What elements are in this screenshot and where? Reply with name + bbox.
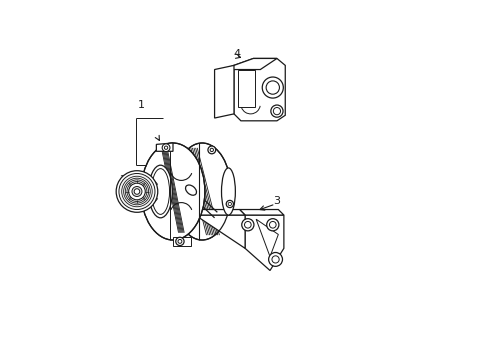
Circle shape bbox=[266, 219, 278, 231]
Circle shape bbox=[132, 186, 142, 197]
Circle shape bbox=[175, 237, 183, 246]
Text: 3: 3 bbox=[273, 196, 280, 206]
Circle shape bbox=[241, 219, 253, 231]
Circle shape bbox=[134, 189, 140, 194]
Polygon shape bbox=[244, 215, 284, 270]
Text: 1: 1 bbox=[137, 100, 144, 110]
Circle shape bbox=[270, 105, 283, 117]
Polygon shape bbox=[223, 58, 276, 69]
Circle shape bbox=[128, 183, 145, 200]
Polygon shape bbox=[238, 69, 254, 107]
Polygon shape bbox=[156, 143, 173, 151]
Polygon shape bbox=[256, 219, 278, 257]
Circle shape bbox=[119, 174, 155, 210]
Circle shape bbox=[226, 201, 233, 208]
Circle shape bbox=[162, 144, 170, 152]
Circle shape bbox=[207, 146, 215, 154]
Circle shape bbox=[262, 77, 283, 98]
Ellipse shape bbox=[221, 168, 235, 215]
Circle shape bbox=[116, 171, 158, 212]
Text: 4: 4 bbox=[233, 49, 241, 59]
Circle shape bbox=[268, 252, 282, 266]
Polygon shape bbox=[173, 237, 191, 246]
Polygon shape bbox=[195, 215, 244, 248]
Ellipse shape bbox=[185, 185, 196, 195]
Ellipse shape bbox=[173, 143, 231, 240]
Polygon shape bbox=[233, 58, 285, 121]
Polygon shape bbox=[239, 210, 284, 215]
Text: 2: 2 bbox=[119, 175, 126, 185]
Polygon shape bbox=[192, 210, 244, 215]
Ellipse shape bbox=[148, 165, 172, 218]
Polygon shape bbox=[214, 66, 233, 118]
Ellipse shape bbox=[141, 143, 204, 240]
